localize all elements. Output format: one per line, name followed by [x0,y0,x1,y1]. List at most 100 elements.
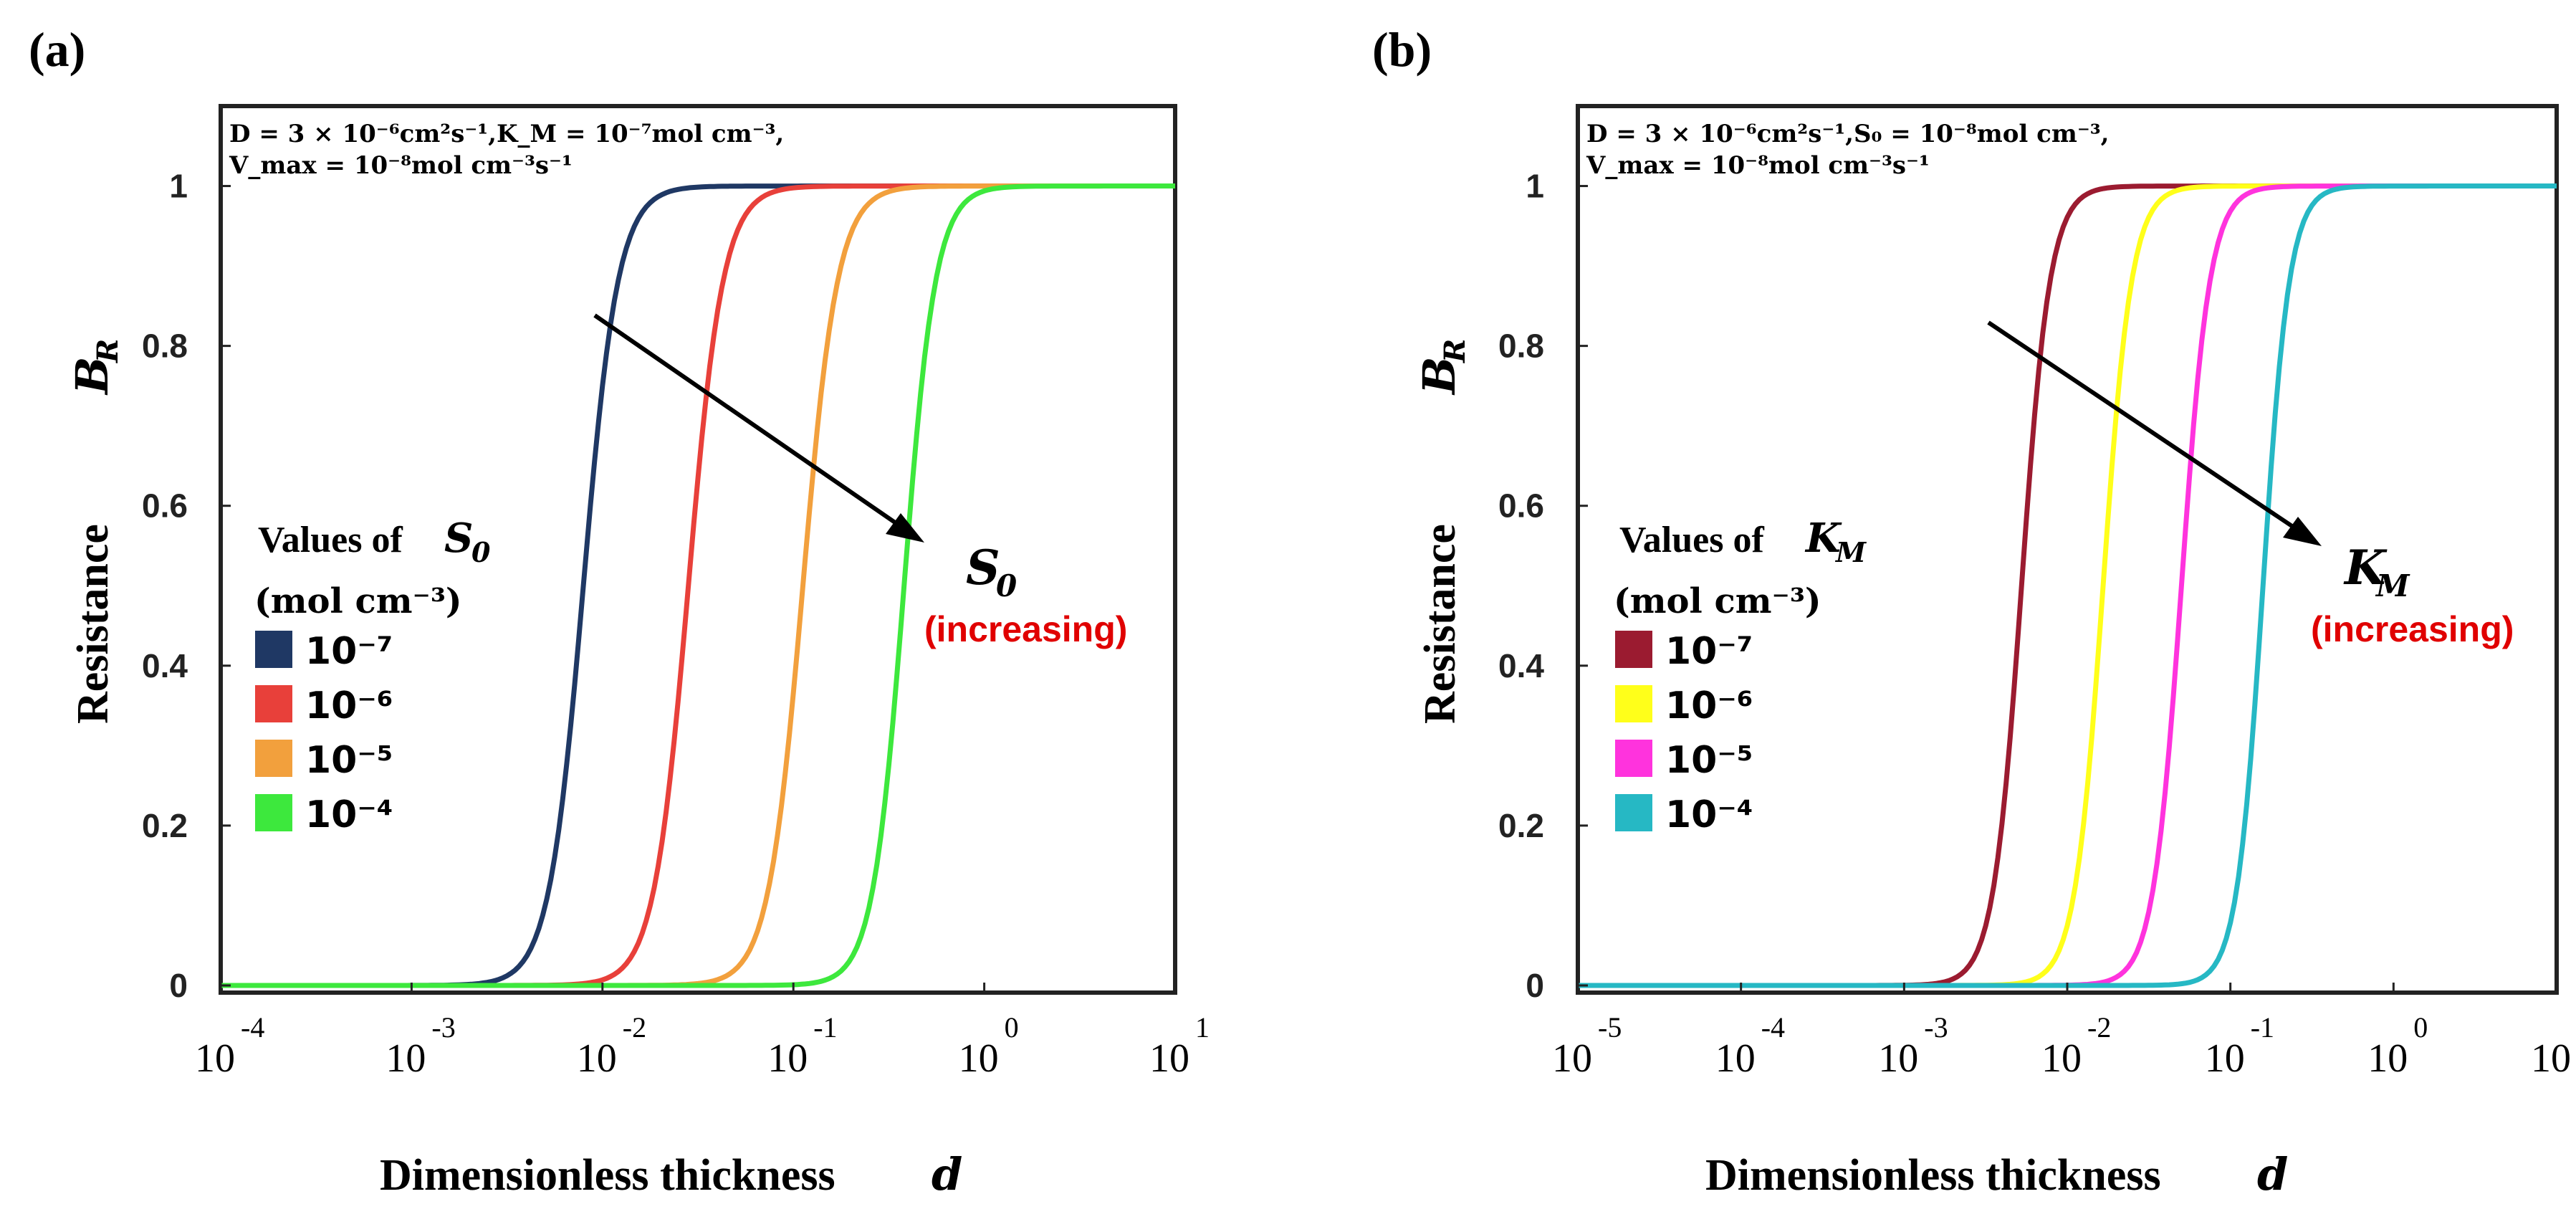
plot-frame-a [219,104,1177,995]
legend-title-b: Values of [1619,520,1764,560]
legend-swatch-a-2 [255,740,292,777]
arrow-symbol-sub-b: M [2375,568,2410,603]
legend-swatch-b-2 [1615,740,1652,777]
y-axis-title-b: Resistance B R [1413,339,1472,724]
legend-swatch-b-3 [1615,794,1652,831]
x-axis-label-a: Dimensionless thickness [380,1151,835,1200]
params-line1-a: D = 3 × 10⁻⁶cm²s⁻¹,K_M = 10⁻⁷mol cm⁻³, [229,120,784,148]
x-axis-symbol-b: d [2257,1148,2288,1200]
x-tick-exp-a-4: 0 [1005,1011,1019,1044]
x-tick-base-b-0: 10 [1552,1036,1592,1081]
x-tick-exp-a-2: -2 [623,1011,646,1044]
x-tick-exp-a-3: -1 [813,1011,837,1044]
arrow-note-b: (increasing) [2311,609,2514,649]
y-tick-label-a-0: 0 [169,967,188,1004]
legend-symbol-a: S [444,515,473,562]
x-axis-symbol-a: d [932,1148,962,1200]
arrow-head-b [2283,517,2322,546]
curves-a [221,183,1175,988]
x-tick-exp-b-2: -3 [1924,1011,1948,1044]
legend-swatch-b-0 [1615,631,1652,668]
legend-label-b-2: 10⁻⁵ [1665,739,1753,782]
arrow-line-a [593,313,908,533]
y-axis-symbol-a: B [66,357,118,396]
legend-label-a-0: 10⁻⁷ [305,630,393,673]
legend-label-a-2: 10⁻⁵ [305,739,393,782]
series-line-a-3 [221,183,1175,988]
arrow-symbol-sub-a: 0 [996,568,1017,603]
arrow-symbol-a: S [966,540,1000,596]
y-tick-label-a-1: 0.2 [142,807,188,844]
y-tick-label-a-4: 0.8 [142,328,188,365]
arrow-note-a: (increasing) [924,609,1127,649]
x-tick-exp-b-0: -5 [1598,1011,1622,1044]
x-tick-base-b-3: 10 [2041,1036,2082,1081]
legend-label-b-1: 10⁻⁶ [1665,684,1753,727]
y-tick-label-b-4: 0.8 [1498,328,1544,365]
y-tick-label-a-2: 0.4 [142,647,188,684]
y-axis-label-b: Resistance [1416,524,1465,724]
y-tick-label-b-5: 1 [1526,168,1544,205]
y-tick-label-b-2: 0.4 [1498,647,1544,684]
legend-symbol-sub-b: M [1834,536,1867,568]
legend-items-b: 10⁻⁷ 10⁻⁶ 10⁻⁵ 10⁻⁴ [1615,630,1753,836]
params-line1-b: D = 3 × 10⁻⁶cm²s⁻¹,S₀ = 10⁻⁸mol cm⁻³, [1586,120,2110,148]
x-tick-base-a-0: 10 [195,1036,235,1081]
panel-a: (a) 00.20.40.60.81 10-410-310-210-110010… [29,22,1210,1200]
x-tick-base-b-1: 10 [1715,1036,1756,1081]
legend-label-a-3: 10⁻⁴ [305,793,393,836]
x-tick-exp-b-3: -2 [2087,1011,2111,1044]
trend-arrow-b: K M (increasing) [1987,320,2514,649]
legend-symbol-sub-a: 0 [471,536,491,568]
x-tick-base-a-5: 10 [1149,1036,1189,1081]
panel-label-a: (a) [29,22,85,77]
params-line2-b: V_max = 10⁻⁸mol cm⁻³s⁻¹ [1586,151,1930,180]
panel-b: (b) 00.20.40.60.81 10-510-410-310-210-11… [1372,22,2571,1200]
legend-swatch-a-3 [255,794,292,831]
y-axis-title-a: Resistance B R [66,339,125,724]
x-tick-base-b-5: 10 [2367,1036,2408,1081]
y-tick-label-b-1: 0.2 [1498,807,1544,844]
x-tick-base-a-1: 10 [386,1036,426,1081]
x-tick-exp-a-5: 1 [1195,1011,1210,1044]
y-ticks-b: 0 0.2 0.4 0.6 0.8 1 [1498,168,1588,1004]
y-tick-label-b-3: 0.6 [1498,487,1544,525]
legend-b: Values of K M (mol cm⁻³) 10⁻⁷10⁻⁶10⁻⁵10⁻… [1614,515,1867,836]
params-line2-a: V_max = 10⁻⁸mol cm⁻³s⁻¹ [229,151,573,180]
arrow-symbol-b: K [2343,540,2388,596]
x-tick-exp-a-0: -4 [241,1011,264,1044]
legend-unit-a: (mol cm⁻³) [254,581,462,621]
arrow-line-b [1987,320,2305,536]
x-tick-base-a-4: 10 [959,1036,999,1081]
legend-swatch-a-1 [255,685,292,722]
panel-label-b: (b) [1372,22,1432,77]
x-tick-base-a-3: 10 [767,1036,808,1081]
x-tick-base-b-4: 10 [2205,1036,2245,1081]
x-axis-label-b: Dimensionless thickness [1705,1151,2161,1200]
legend-symbol-b: K [1804,515,1842,562]
x-tick-exp-b-1: -4 [1761,1011,1785,1044]
x-tick-base-b-2: 10 [1878,1036,1918,1081]
x-tick-exp-b-5: 0 [2413,1011,2428,1044]
legend-title-a: Values of [258,520,403,560]
y-ticks-a: 0 0.2 0.4 0.6 0.8 1 [142,168,231,1004]
legend-a: Values of S 0 (mol cm⁻³) 10⁻⁷10⁻⁶10⁻⁵10⁻… [254,515,491,836]
legend-items-a: 10⁻⁷ 10⁻⁶ 10⁻⁵ 10⁻⁴ [255,630,393,836]
x-tick-base-a-2: 10 [577,1036,617,1081]
arrow-head-a [886,513,924,543]
legend-label-a-1: 10⁻⁶ [305,684,393,727]
y-tick-label-a-5: 1 [169,168,188,205]
legend-swatch-a-0 [255,631,292,668]
y-tick-label-b-0: 0 [1526,967,1544,1004]
x-tick-exp-a-1: -3 [431,1011,455,1044]
y-axis-symbol-b: B [1413,357,1465,396]
legend-swatch-b-1 [1615,685,1652,722]
y-axis-label-a: Resistance [69,524,118,724]
y-axis-subscript-a: R [91,339,125,363]
x-tick-base-b-6: 10 [2531,1036,2571,1081]
legend-label-b-0: 10⁻⁷ [1665,630,1753,673]
legend-unit-b: (mol cm⁻³) [1614,581,1821,621]
